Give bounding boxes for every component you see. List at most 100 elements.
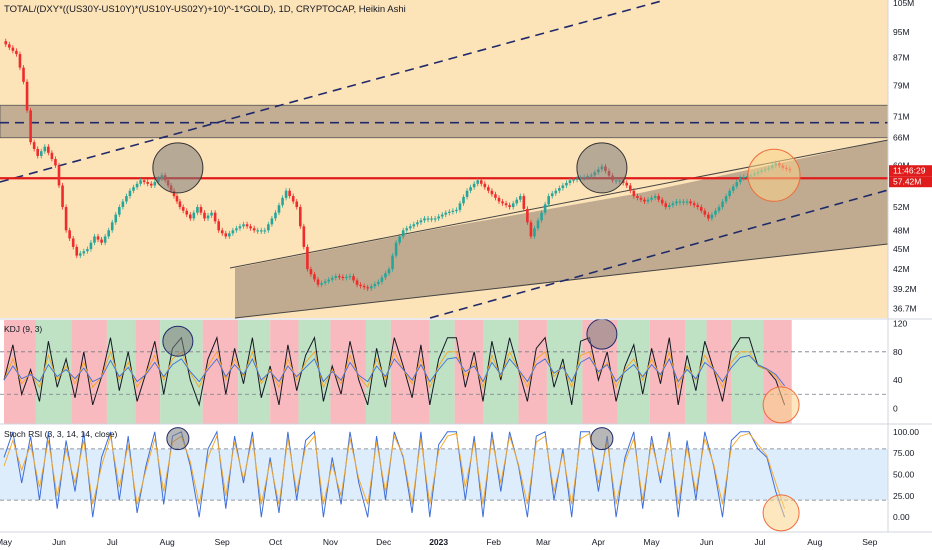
candle xyxy=(277,205,281,213)
candle xyxy=(64,207,68,231)
candle xyxy=(78,253,82,256)
candle xyxy=(440,214,444,217)
candle xyxy=(153,182,157,186)
candle xyxy=(426,218,430,220)
candle xyxy=(110,222,114,231)
candle xyxy=(575,178,579,180)
kdj-band-segment xyxy=(298,320,331,424)
time-tick-label: May xyxy=(644,537,661,547)
stoch-rsi-pane[interactable]: Stoch RSI (3, 3, 14, 14, close) xyxy=(0,425,888,532)
candle xyxy=(653,196,657,198)
candle xyxy=(259,230,263,232)
time-tick-label: Dec xyxy=(376,537,392,547)
candle xyxy=(320,283,323,285)
price-pane[interactable]: TOTAL/(DXY*((US30Y-US10Y)*(US10Y-US02Y)+… xyxy=(0,0,889,319)
candle xyxy=(401,230,405,237)
candle xyxy=(742,176,746,179)
candle xyxy=(47,146,50,153)
candle xyxy=(469,187,472,191)
kdj-band-segment xyxy=(429,320,455,424)
candle xyxy=(338,276,341,278)
candle xyxy=(568,180,572,183)
candle xyxy=(558,188,561,191)
time-tick-label: Jul xyxy=(754,537,765,547)
candle xyxy=(185,210,189,215)
candle xyxy=(533,228,536,237)
highlight-circle-orange xyxy=(747,148,801,202)
candle xyxy=(448,211,451,213)
candle xyxy=(96,236,100,240)
candle xyxy=(675,201,678,204)
candle xyxy=(419,220,423,223)
candle xyxy=(323,281,327,284)
highlight-circle-gray xyxy=(166,427,190,451)
candle xyxy=(39,151,43,156)
candle xyxy=(408,226,412,229)
channel-dashed-line xyxy=(429,189,889,319)
candle xyxy=(721,201,724,208)
candle xyxy=(497,197,501,202)
range-zone xyxy=(0,104,889,139)
candle xyxy=(313,274,316,280)
kdj-band-segment xyxy=(71,320,107,424)
candle xyxy=(377,281,380,285)
candle xyxy=(494,194,497,198)
candle xyxy=(731,186,735,191)
candle xyxy=(25,81,29,111)
time-tick-label: 2023 xyxy=(429,537,448,547)
candle xyxy=(256,230,260,232)
price-tick-label: 39.2M xyxy=(893,284,917,294)
stoch-tick-label: 0.00 xyxy=(893,512,910,522)
candle xyxy=(192,212,196,219)
candle xyxy=(345,276,348,279)
kdj-band-segment xyxy=(685,320,707,424)
last-price-tag xyxy=(889,176,932,188)
candle xyxy=(149,183,153,186)
time-tick-label: Aug xyxy=(160,537,175,547)
candle xyxy=(657,196,660,200)
candle xyxy=(362,285,366,288)
candle xyxy=(284,190,288,198)
candle xyxy=(93,236,96,243)
candle xyxy=(738,177,742,183)
candle xyxy=(565,182,568,186)
candle xyxy=(206,215,210,219)
candle xyxy=(75,246,79,256)
candle xyxy=(384,273,387,278)
candle xyxy=(121,201,125,208)
candle xyxy=(682,201,685,203)
time-tick-label: Sep xyxy=(862,537,877,547)
time-tick-label: Jul xyxy=(107,537,118,547)
candle xyxy=(235,228,238,231)
candle xyxy=(238,226,242,229)
candle xyxy=(57,165,61,186)
kdj-pane[interactable]: KDJ (9, 3) xyxy=(0,318,888,424)
candle xyxy=(522,196,526,209)
candle xyxy=(89,242,93,250)
candle xyxy=(369,286,373,289)
candle xyxy=(490,190,494,195)
candle xyxy=(86,249,89,252)
candle xyxy=(707,214,710,219)
candle xyxy=(416,222,419,225)
kdj-series-k-line xyxy=(3,350,785,391)
candle xyxy=(462,196,465,204)
kdj-band-segment xyxy=(365,320,391,424)
candle xyxy=(100,239,103,243)
candle xyxy=(433,218,437,220)
candle xyxy=(29,110,32,143)
candle xyxy=(487,187,490,191)
highlight-circle-gray xyxy=(576,142,628,194)
candle xyxy=(643,199,646,202)
last-price-label: 57.42M xyxy=(893,177,921,187)
time-tick-label: Mar xyxy=(536,537,551,547)
candle xyxy=(71,238,75,247)
candle xyxy=(526,208,529,223)
price-tick-label: 87M xyxy=(893,52,910,62)
highlight-circle-gray xyxy=(162,325,194,357)
time-tick-label: Aug xyxy=(807,537,822,547)
stoch-tick-label: 25.00 xyxy=(893,491,915,501)
candle xyxy=(366,287,370,289)
candle xyxy=(355,280,359,285)
